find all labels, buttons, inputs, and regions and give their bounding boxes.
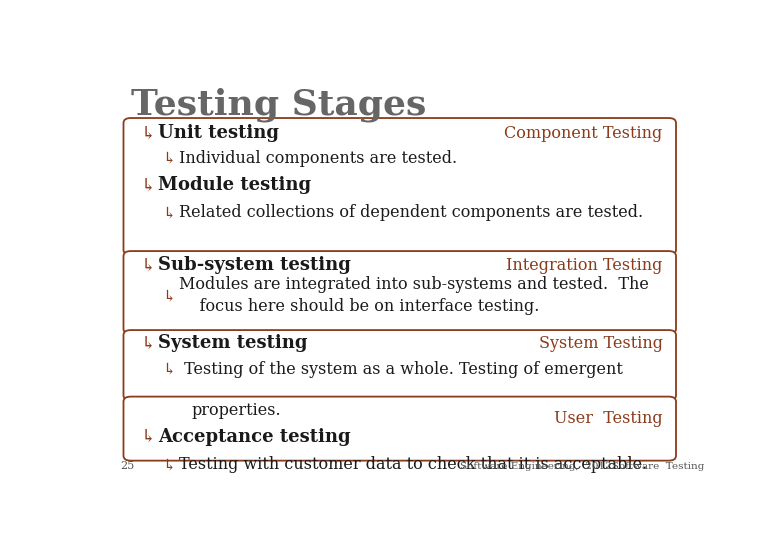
Text: System Testing: System Testing (539, 335, 663, 352)
Text: ↳: ↳ (141, 177, 156, 194)
Text: ↳: ↳ (141, 256, 156, 274)
Text: ↳: ↳ (162, 204, 176, 221)
Text: properties.: properties. (191, 402, 281, 419)
Text: 25: 25 (120, 462, 135, 471)
Text: ↳: ↳ (141, 428, 156, 446)
Text: Sub-system testing: Sub-system testing (158, 256, 351, 274)
Text: Unit testing: Unit testing (158, 124, 279, 143)
FancyBboxPatch shape (123, 330, 676, 400)
Text: Related collections of dependent components are tested.: Related collections of dependent compone… (179, 204, 644, 221)
Text: ↳: ↳ (141, 124, 156, 143)
Text: ↳: ↳ (162, 287, 176, 304)
Text: ↳: ↳ (141, 334, 156, 353)
Text: ↳: ↳ (162, 361, 176, 377)
Text: Software Engineering,  2012Software  Testing: Software Engineering, 2012Software Testi… (460, 462, 704, 471)
FancyBboxPatch shape (123, 251, 676, 334)
Text: User  Testing: User Testing (554, 410, 663, 427)
Text: Testing with customer data to check that it is acceptable.: Testing with customer data to check that… (179, 456, 647, 473)
Text: System testing: System testing (158, 334, 307, 353)
Text: Acceptance testing: Acceptance testing (158, 428, 350, 446)
Text: ↳: ↳ (162, 456, 176, 473)
Text: Modules are integrated into sub-systems and tested.  The
    focus here should b: Modules are integrated into sub-systems … (179, 276, 649, 315)
Text: ↳: ↳ (162, 150, 176, 167)
Text: Component Testing: Component Testing (505, 125, 663, 142)
FancyBboxPatch shape (123, 396, 676, 461)
Text: Testing of the system as a whole. Testing of emergent: Testing of the system as a whole. Testin… (179, 361, 623, 377)
Text: Individual components are tested.: Individual components are tested. (179, 150, 457, 167)
FancyBboxPatch shape (123, 118, 676, 255)
Text: Module testing: Module testing (158, 177, 311, 194)
Text: Testing Stages: Testing Stages (131, 87, 426, 122)
FancyBboxPatch shape (91, 60, 708, 485)
Text: Integration Testing: Integration Testing (506, 256, 663, 274)
